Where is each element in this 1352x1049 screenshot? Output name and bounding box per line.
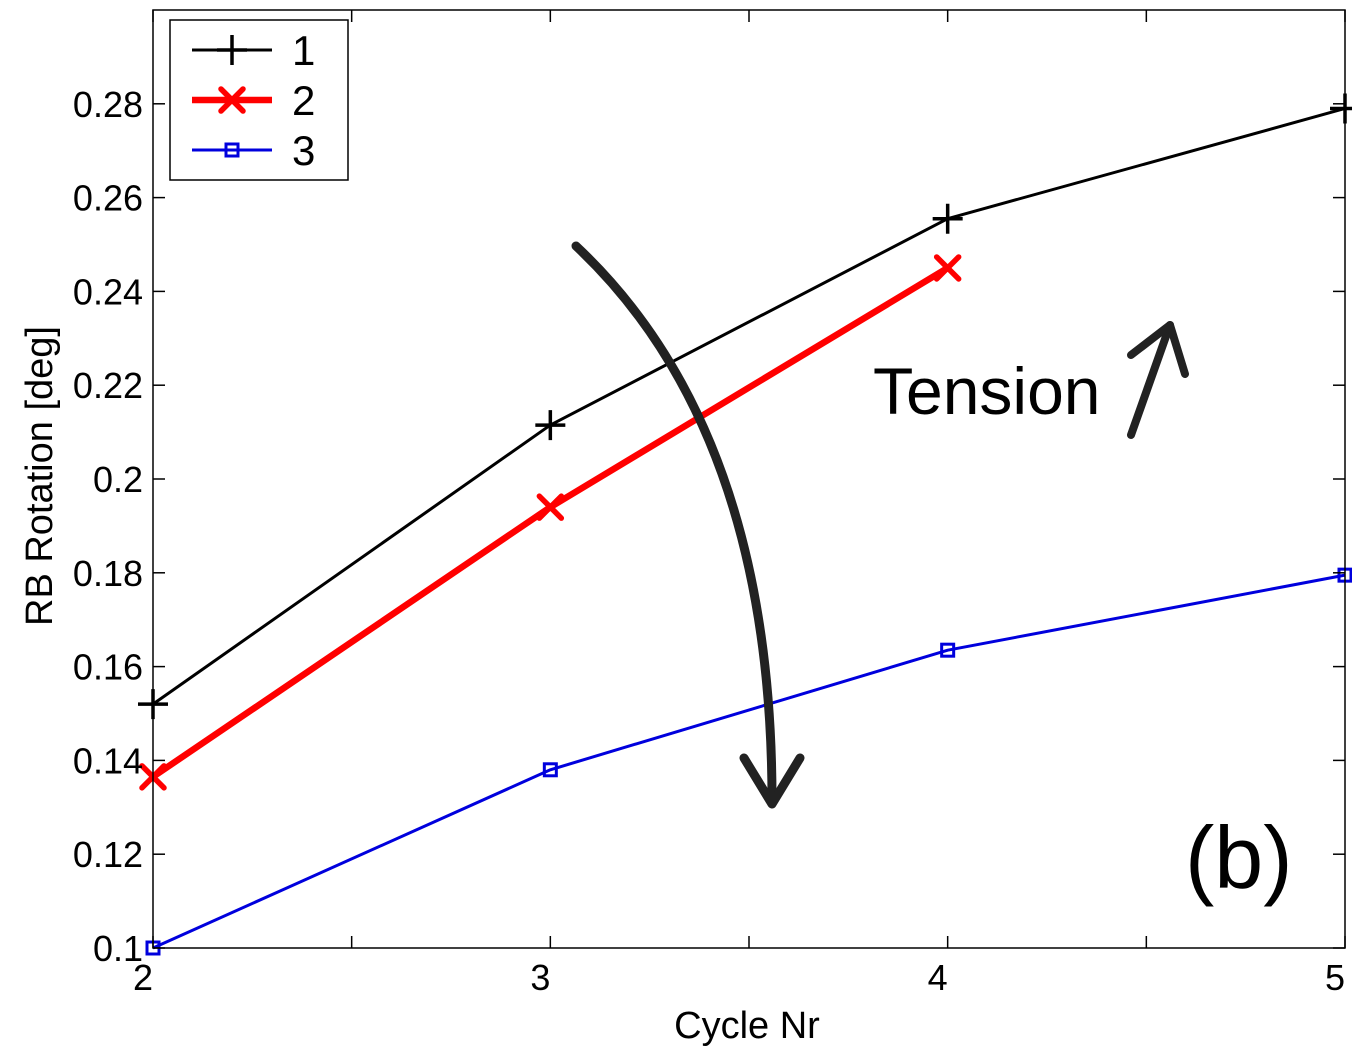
y-axis-label: RB Rotation [deg] [19,326,61,626]
series-1-point [535,410,566,441]
panel-label: (b) [1185,808,1293,907]
tension-straight-arrow [1127,321,1174,439]
y-tick-label: 0.24 [73,271,143,312]
tension-straight-arrow-head [1127,321,1189,378]
legend: 123 [169,19,349,181]
annotations-layer: Tension (b) [571,241,1293,907]
y-tick-label: 0.12 [73,834,143,875]
y-tick-label: 0.26 [73,178,143,219]
x-tick-label: 4 [928,957,948,998]
series-3-point [542,762,558,778]
legend-marker-1 [217,35,247,65]
series-lines-layer [151,107,1346,950]
y-tick-label: 0.2 [93,459,143,500]
y-tick-label: 0.22 [73,365,143,406]
series-1-point [1330,93,1352,124]
series-1-point [932,203,963,234]
legend-items: 123 [192,27,315,174]
axis-ticks-layer: 2 3 4 50.10.120.140.160.180.20.220.240.260.… [73,10,1346,998]
y-tick-label: 0.1 [93,928,143,969]
x-tick-label: 3 [530,957,550,998]
series-3-point [940,642,956,658]
series-markers-layer [138,93,1352,956]
tension-curved-arrow-head [739,753,805,809]
legend-label-3: 3 [292,127,315,174]
series-2-point [933,254,962,282]
legend-label-1: 1 [292,27,315,74]
x-tick-label: 5 [1325,957,1345,998]
series-1-line [152,107,1346,706]
tension-label: Tension [873,354,1101,428]
x-tick-label: 2 [133,957,153,998]
tension-curved-arrow [571,241,777,805]
y-tick-label: 0.16 [73,647,143,688]
legend-label-2: 2 [292,77,315,124]
legend-marker-2 [218,86,246,114]
y-tick-label: 0.14 [73,740,143,781]
legend-marker-3 [224,142,240,158]
series-2-point [536,493,565,521]
x-axis-label: Cycle Nr [674,1005,820,1047]
y-tick-label: 0.18 [73,553,143,594]
series-2-line [151,265,950,780]
series-3-line [152,573,1346,950]
y-tick-label: 0.28 [73,84,143,125]
